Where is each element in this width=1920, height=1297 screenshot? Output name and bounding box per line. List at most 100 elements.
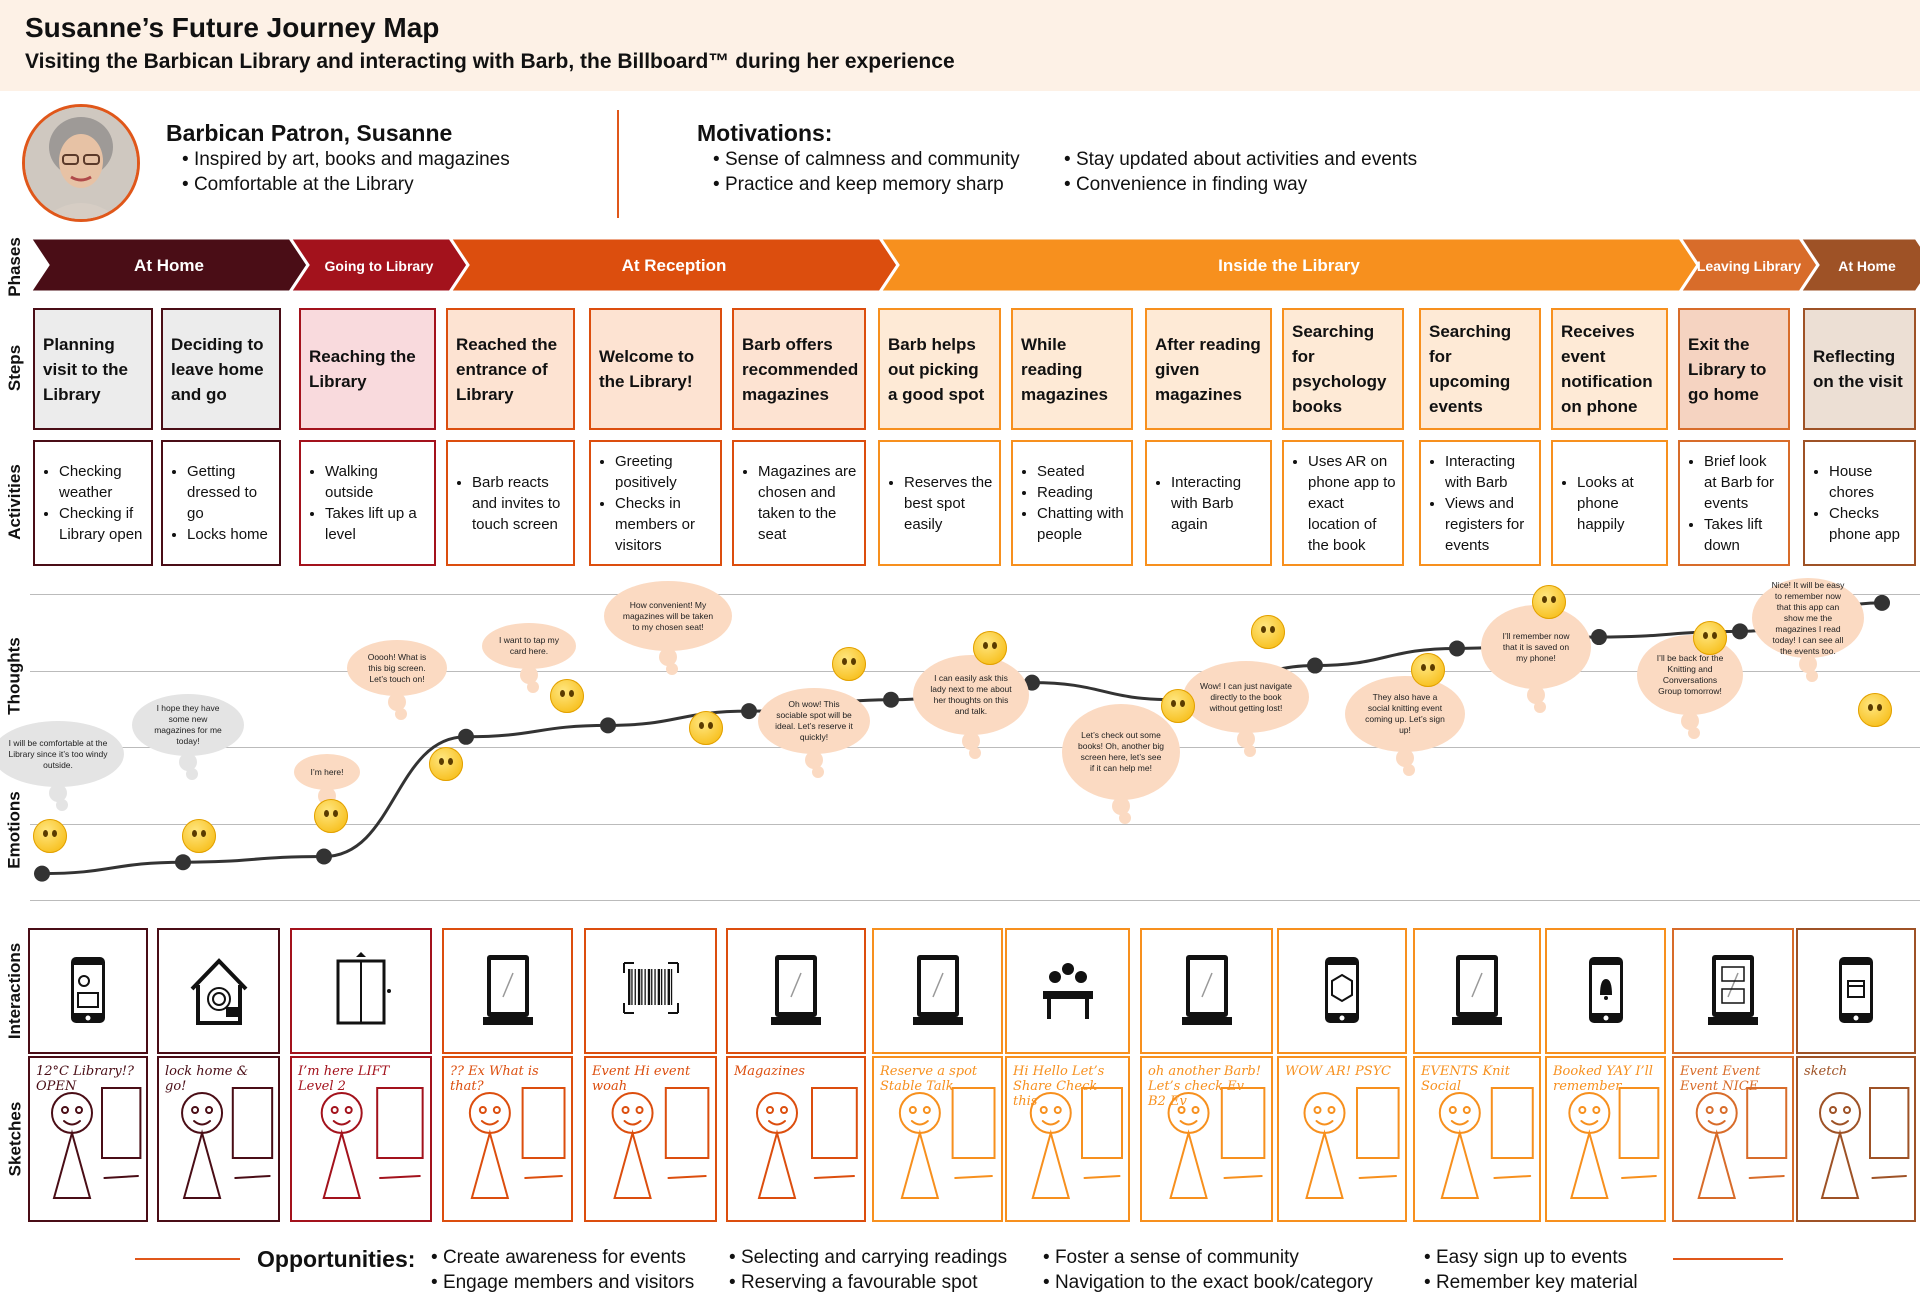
emotion-emoji-icon bbox=[689, 711, 723, 745]
persona-trait: Comfortable at the Library bbox=[182, 172, 510, 197]
sketch-drawing bbox=[1568, 1087, 1660, 1199]
thought-bubble-tail bbox=[1681, 712, 1699, 730]
phase-label: Leaving Library bbox=[1697, 258, 1801, 274]
activity-card: Looks at phone happily bbox=[1551, 440, 1668, 566]
step-label: Reflecting on the visit bbox=[1813, 347, 1903, 391]
step-card: Reflecting on the visit bbox=[1803, 308, 1916, 430]
sketch-drawing bbox=[1167, 1087, 1266, 1199]
activity-item: Views and registers for events bbox=[1445, 493, 1533, 556]
activity-item: Magazines are chosen and taken to the se… bbox=[758, 461, 858, 545]
phase-label: Inside the Library bbox=[1218, 256, 1360, 275]
opportunities-rule-right bbox=[1673, 1258, 1783, 1260]
barcode-scanner-icon bbox=[622, 962, 679, 1014]
sketch-caption: Event Hi event woah bbox=[592, 1064, 691, 1094]
billboard-events-icon bbox=[1708, 955, 1758, 1025]
step-label: Exit the Library to go home bbox=[1688, 334, 1767, 404]
thought-bubble-tail bbox=[388, 693, 406, 711]
activity-item: Walking outside bbox=[325, 461, 428, 503]
emotion-emoji-icon bbox=[1411, 653, 1445, 687]
sketch-caption: EVENTS Knit Social bbox=[1421, 1064, 1510, 1094]
emotion-emoji-icon bbox=[33, 819, 67, 853]
opportunities-list-4: Easy sign up to events Remember key mate… bbox=[1424, 1245, 1638, 1295]
interaction-card bbox=[28, 928, 148, 1054]
opportunities-rule-left bbox=[135, 1258, 240, 1260]
billboard-icon bbox=[912, 955, 963, 1025]
billboard-icon bbox=[771, 955, 821, 1025]
sketch-caption: Magazines bbox=[734, 1064, 805, 1079]
thought-bubble-tail bbox=[666, 663, 678, 675]
activity-item: Checks in members or visitors bbox=[615, 493, 714, 556]
sketch-drawing bbox=[468, 1087, 566, 1199]
sketch-card: Magazines bbox=[726, 1056, 866, 1222]
step-card: After reading given magazines bbox=[1145, 308, 1272, 430]
sketch-drawing bbox=[181, 1087, 274, 1199]
motivation-item: Practice and keep memory sharp bbox=[713, 172, 1020, 197]
sketch-card: oh another Barb! Let’s check Ev B2 Ev bbox=[1140, 1056, 1273, 1222]
activity-card: Uses AR on phone app to exact location o… bbox=[1282, 440, 1404, 566]
activity-card: Magazines are chosen and taken to the se… bbox=[732, 440, 866, 566]
activity-item: House chores bbox=[1829, 461, 1908, 503]
emotion-point bbox=[175, 854, 191, 871]
thought-bubble-tail bbox=[805, 751, 823, 769]
step-label: While reading magazines bbox=[1021, 334, 1108, 404]
thought-bubble: I hope they have some new magazines for … bbox=[132, 694, 244, 756]
billboard-icon bbox=[1452, 955, 1502, 1025]
emotion-emoji-icon bbox=[182, 819, 216, 853]
emotion-emoji-icon bbox=[314, 799, 348, 833]
interaction-card bbox=[157, 928, 280, 1054]
thought-bubble-tail bbox=[1403, 764, 1415, 776]
step-card: While reading magazines bbox=[1011, 308, 1133, 430]
activity-item: Barb reacts and invites to touch screen bbox=[472, 472, 567, 535]
emotion-emoji-icon bbox=[1251, 615, 1285, 649]
motivation-item: Convenience in finding way bbox=[1064, 172, 1417, 197]
thought-bubble: I can easily ask this lady next to me ab… bbox=[913, 655, 1029, 735]
activity-item: Looks at phone happily bbox=[1577, 472, 1660, 535]
activity-card: Greeting positivelyChecks in members or … bbox=[589, 440, 722, 566]
home-fingerprint-icon bbox=[190, 958, 247, 1025]
activity-item: Takes lift up a level bbox=[325, 503, 428, 545]
step-label: Welcome to the Library! bbox=[599, 347, 695, 391]
sketch-card: I’m here LIFT Level 2 bbox=[290, 1056, 432, 1222]
step-label: After reading given magazines bbox=[1155, 334, 1261, 404]
emotion-point bbox=[458, 728, 474, 745]
elevator-icon bbox=[336, 952, 391, 1025]
sketch-card: Booked YAY I’ll remember bbox=[1545, 1056, 1666, 1222]
emotion-point bbox=[1449, 640, 1465, 657]
step-card: Reached the entrance of Library bbox=[446, 308, 575, 430]
thought-bubble-tail bbox=[527, 681, 539, 693]
sketch-drawing bbox=[611, 1087, 710, 1199]
persona-avatar bbox=[22, 104, 140, 222]
step-card: Deciding to leave home and go bbox=[161, 308, 281, 430]
activity-item: Chatting with people bbox=[1037, 503, 1125, 545]
page-subtitle: Visiting the Barbican Library and intera… bbox=[25, 50, 955, 73]
sketch-caption: Reserve a spot Stable Talk bbox=[880, 1064, 978, 1094]
thought-bubble-tail bbox=[186, 768, 198, 780]
sketch-card: Event Event Event NICE bbox=[1672, 1056, 1794, 1222]
thought-bubble-tail bbox=[1119, 812, 1131, 824]
persona-divider bbox=[617, 110, 619, 218]
emotion-point bbox=[1591, 629, 1607, 646]
activity-item: Uses AR on phone app to exact location o… bbox=[1308, 451, 1396, 556]
activity-card: Interacting with Barb again bbox=[1145, 440, 1272, 566]
persona-traits: Inspired by art, books and magazines Com… bbox=[182, 147, 510, 197]
sketch-caption: 12°C Library!? OPEN bbox=[36, 1064, 134, 1094]
persona-trait: Inspired by art, books and magazines bbox=[182, 147, 510, 172]
thought-bubble: Nice! It will be easy to remember now th… bbox=[1752, 578, 1864, 658]
step-card: Exit the Library to go home bbox=[1678, 308, 1790, 430]
sketch-card: WOW AR! PSYC bbox=[1277, 1056, 1407, 1222]
phase-arrow bbox=[1797, 236, 1920, 294]
sketch-card: Reserve a spot Stable Talk bbox=[872, 1056, 1003, 1222]
opportunity-item: Remember key material bbox=[1424, 1270, 1638, 1295]
activity-item: Brief look at Barb for events bbox=[1704, 451, 1782, 514]
sketch-drawing bbox=[1695, 1087, 1788, 1199]
thought-bubble: Oh wow! This sociable spot will be ideal… bbox=[758, 688, 870, 754]
sketch-card: 12°C Library!? OPEN bbox=[28, 1056, 148, 1222]
billboard-icon bbox=[1181, 955, 1232, 1025]
activity-item: Checking weather bbox=[59, 461, 145, 503]
thought-bubble: I’m here! bbox=[294, 754, 360, 790]
thought-bubble-tail bbox=[1534, 701, 1546, 713]
interaction-card bbox=[872, 928, 1003, 1054]
thought-bubble-tail bbox=[659, 648, 677, 666]
emotion-emoji-icon bbox=[1693, 621, 1727, 655]
step-card: Barb offers recommended magazines bbox=[732, 308, 866, 430]
